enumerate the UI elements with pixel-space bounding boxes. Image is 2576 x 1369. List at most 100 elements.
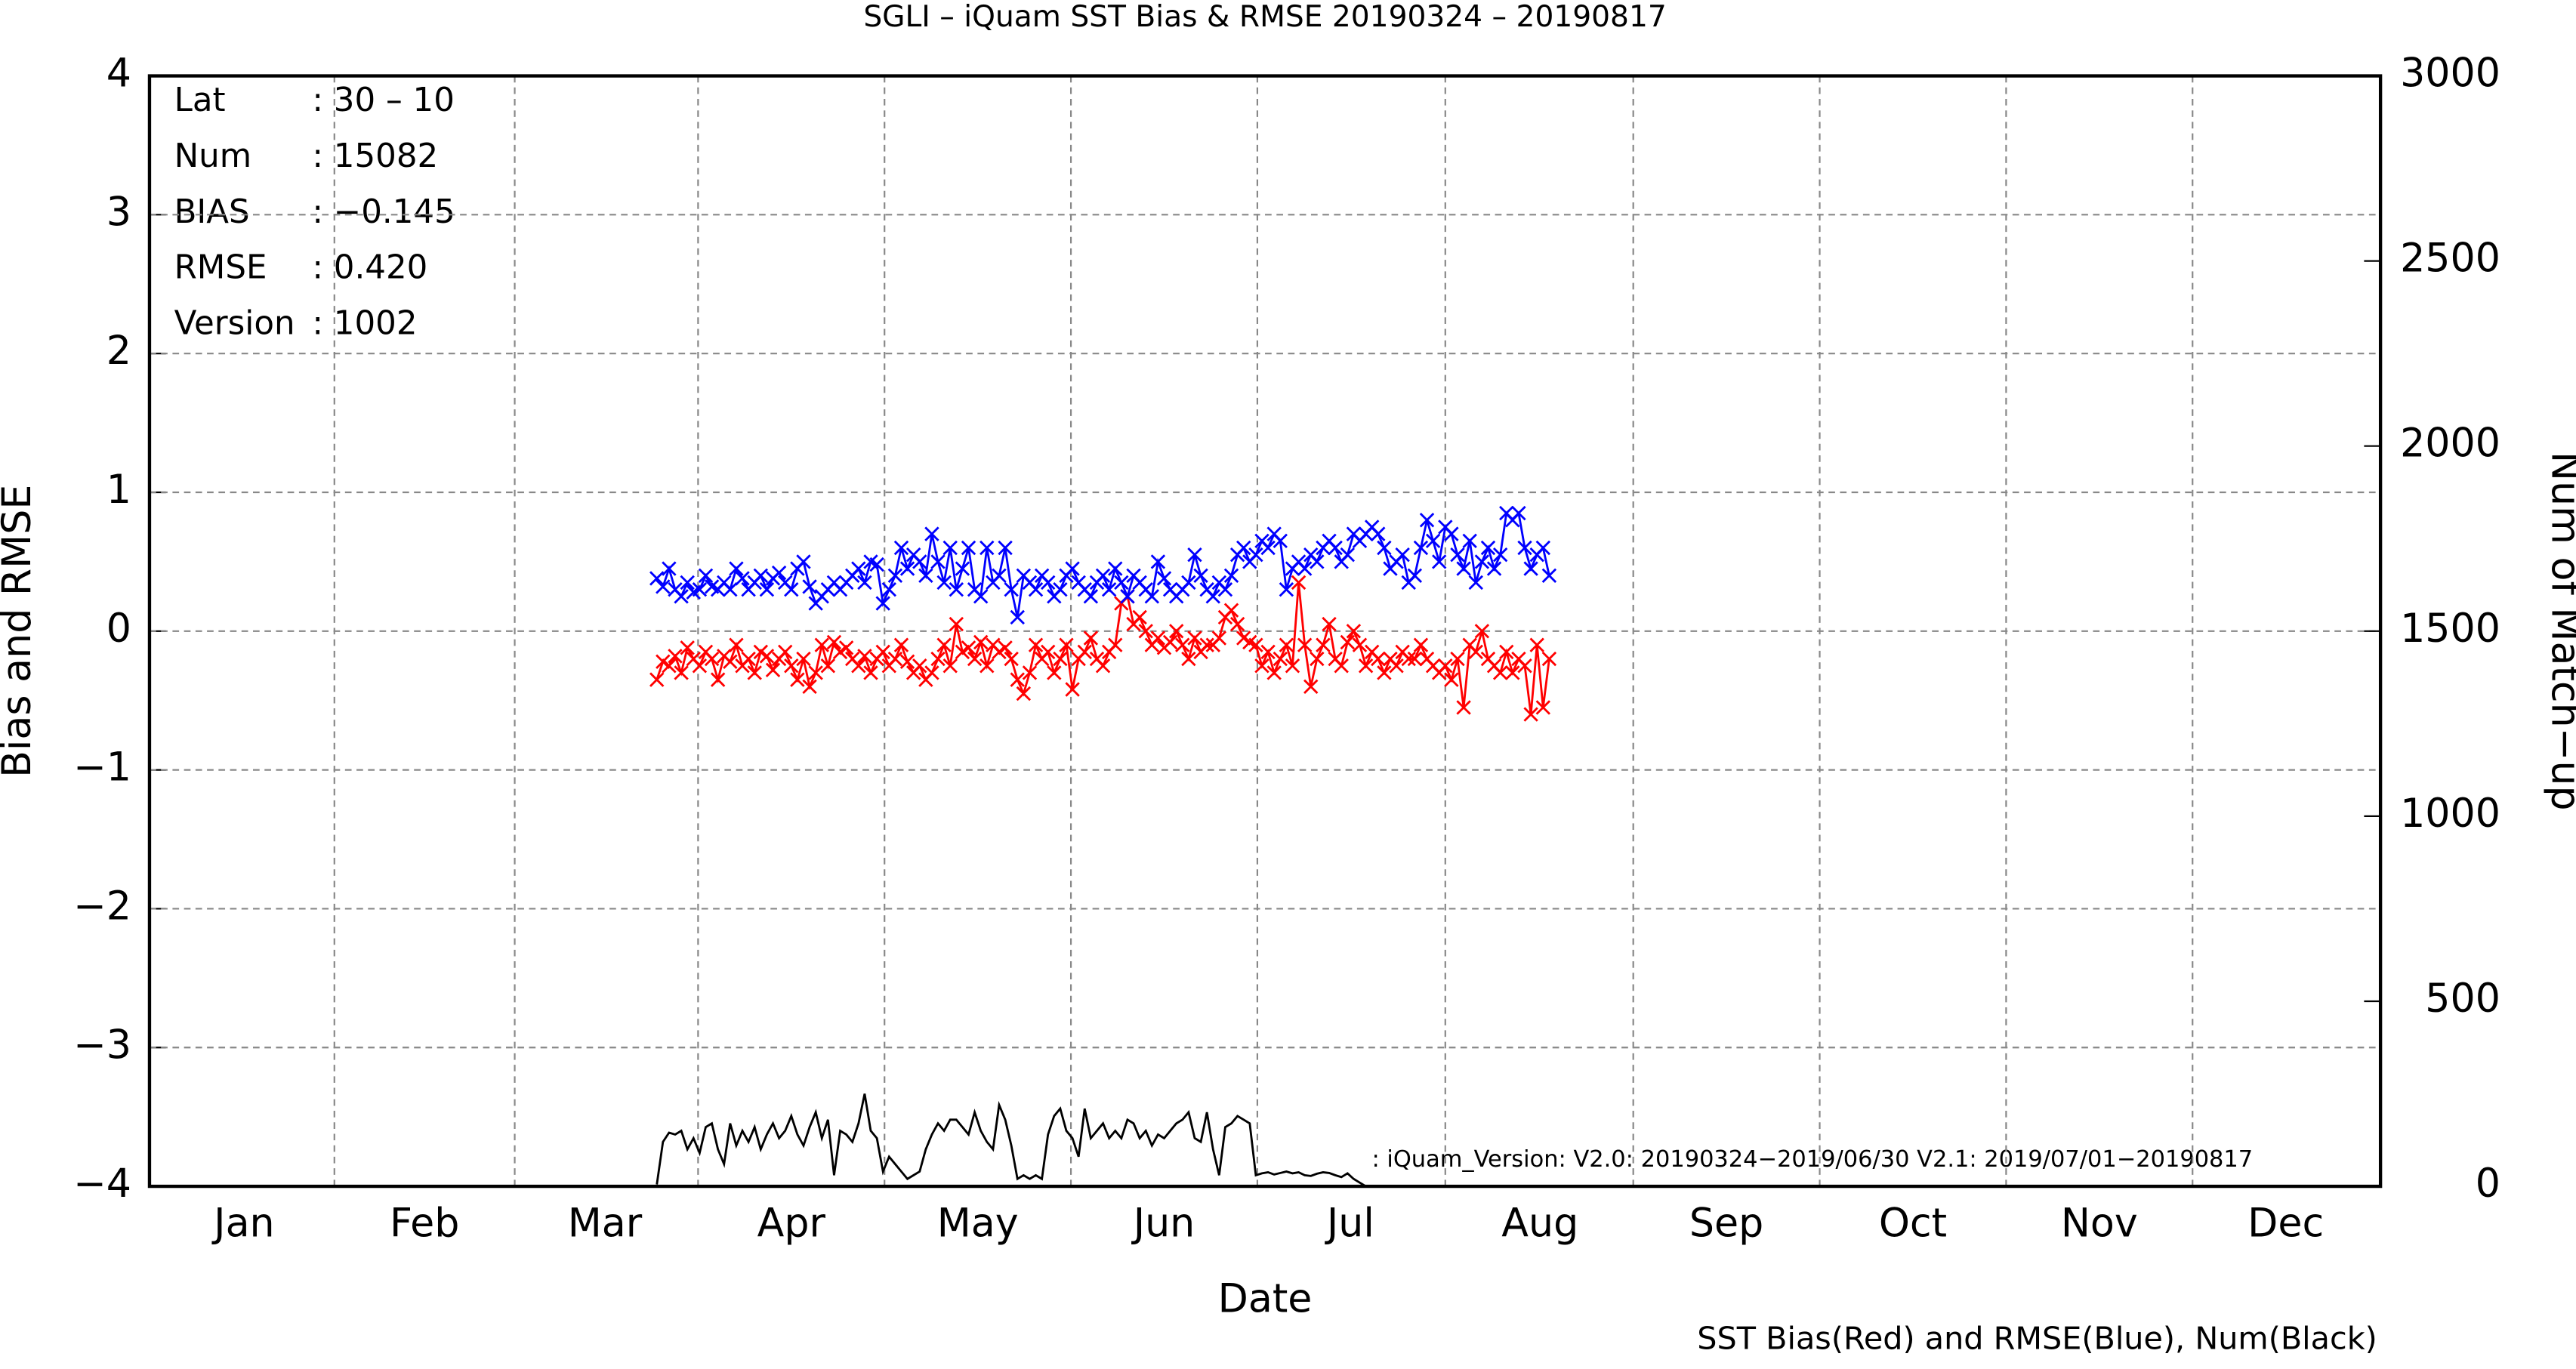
marker [992,644,1007,660]
marker [1108,561,1123,576]
marker [1077,644,1092,660]
x-tick-label: Oct [1879,1201,1947,1246]
marker [955,644,970,660]
marker [1095,568,1111,583]
marker [723,654,738,669]
marker [729,637,744,652]
marker [851,561,866,576]
marker [1529,637,1544,652]
stat-value: : 1002 [312,305,417,343]
marker [1132,609,1147,625]
marker [1236,631,1251,646]
x-tick-label: Sep [1689,1201,1763,1246]
marker [1010,672,1025,687]
marker [1223,603,1239,618]
marker [857,649,872,664]
marker [1162,634,1178,650]
marker [1175,637,1190,652]
x-tick-label: Jul [1325,1201,1374,1246]
marker [1456,561,1471,576]
marker [735,571,750,586]
marker [680,640,695,655]
marker [692,581,708,597]
legend-text: SST Bias(Red) and RMSE(Blue), Num(Black) [1697,1321,2377,1357]
marker [1377,540,1392,556]
marker [869,557,884,572]
marker [979,540,995,556]
marker [1138,624,1153,639]
marker [863,665,878,680]
marker [1407,568,1423,583]
marker [1480,540,1496,556]
marker [820,658,836,674]
marker [1211,631,1227,646]
marker [1236,540,1251,556]
marker [1310,554,1325,569]
marker [961,540,976,556]
marker [1401,651,1416,667]
marker [887,568,903,583]
marker [1425,533,1441,549]
marker [1413,540,1429,556]
marker [1223,568,1239,583]
marker [912,554,927,569]
marker [961,640,976,655]
y-tick-label: 0 [106,606,131,652]
marker [1279,637,1294,652]
marker [674,589,689,604]
marker [1260,644,1276,660]
marker [1468,575,1483,590]
marker [1187,631,1202,646]
marker [1187,547,1202,563]
marker [814,637,829,652]
marker [1168,624,1184,639]
marker [1444,526,1459,541]
marker [1150,631,1166,646]
y2-tick-label: 2000 [2400,421,2500,467]
y2-tick-label: 3000 [2400,51,2500,97]
x-tick-label: Aug [1501,1201,1578,1246]
marker [1541,651,1557,667]
marker [1101,581,1117,597]
marker [1254,658,1269,674]
marker [1181,575,1196,590]
marker [887,651,903,667]
marker [1114,575,1129,590]
x-tick-label: Dec [2247,1201,2324,1246]
marker [912,658,927,674]
marker [808,665,823,680]
marker [1505,665,1520,680]
marker [1328,540,1343,556]
x-tick-label: Jan [211,1201,274,1246]
marker [1450,651,1465,667]
y-axis-label: Bias and RMSE [0,485,40,778]
marker [1474,554,1490,569]
marker [759,649,775,664]
marker [936,637,952,652]
stat-label: BIAS [174,193,250,231]
marker [936,575,952,590]
marker [649,571,665,586]
x-axis-label: Date [1218,1276,1313,1321]
marker [1468,644,1483,660]
marker [1028,581,1044,597]
marker [771,565,787,581]
marker [881,581,896,597]
marker [1535,540,1551,556]
marker [893,637,909,652]
marker [1004,651,1019,667]
marker [1444,672,1459,687]
marker [1297,561,1313,576]
marker [1004,581,1019,597]
marker [1438,658,1453,674]
marker [729,561,744,576]
marker [1340,547,1356,563]
marker [1346,624,1362,639]
marker [1535,700,1551,715]
y-tick-label: 1 [106,467,131,513]
y2-tick-label: 1500 [2400,606,2500,652]
marker [1108,637,1123,652]
